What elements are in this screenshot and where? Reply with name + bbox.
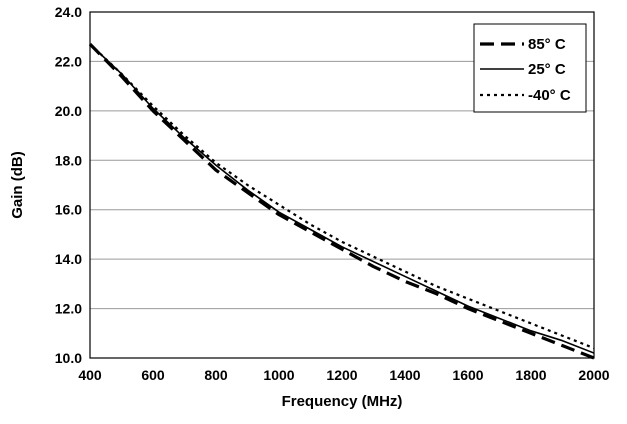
x-tick-label: 1800 [515,367,546,383]
y-tick-labels: 10.0 12.0 14.0 16.0 18.0 20.0 22.0 24.0 [55,4,82,366]
legend-box [473,23,587,113]
x-tick-label: 400 [78,367,102,383]
x-tick-label: 2000 [578,367,609,383]
series-lines [88,43,595,360]
legend-label-25c: 25° C [528,61,566,78]
series-line-25c [89,43,595,354]
y-tick-label: 10.0 [55,350,82,366]
y-axis-title: Gain (dB) [9,151,26,219]
y-tick-label: 14.0 [55,251,82,267]
legend: 85° C 25° C -40° C [473,23,587,113]
y-tick-label: 12.0 [55,301,82,317]
y-tick-label: 20.0 [55,103,82,119]
y-tick-label: 18.0 [55,152,82,168]
legend-label-minus40c: -40° C [528,87,571,104]
series-line-85c [88,43,595,360]
y-tick-label: 16.0 [55,202,82,218]
x-tick-label: 600 [141,367,165,383]
x-axis-title: Frequency (MHz) [282,393,403,410]
series-line--40c [89,43,595,350]
grid-lines [90,60,594,310]
x-tick-label: 1600 [452,367,483,383]
legend-label-85c: 85° C [528,36,566,53]
x-tick-label: 800 [204,367,228,383]
x-tick-label: 1200 [326,367,357,383]
y-tick-label: 24.0 [55,4,82,20]
plot-frame [89,11,595,359]
x-tick-label: 1400 [389,367,420,383]
x-tick-label: 1000 [263,367,294,383]
x-tick-labels: 400 600 800 1000 1200 1400 1600 1800 2000 [78,367,609,383]
y-tick-label: 22.0 [55,53,82,69]
